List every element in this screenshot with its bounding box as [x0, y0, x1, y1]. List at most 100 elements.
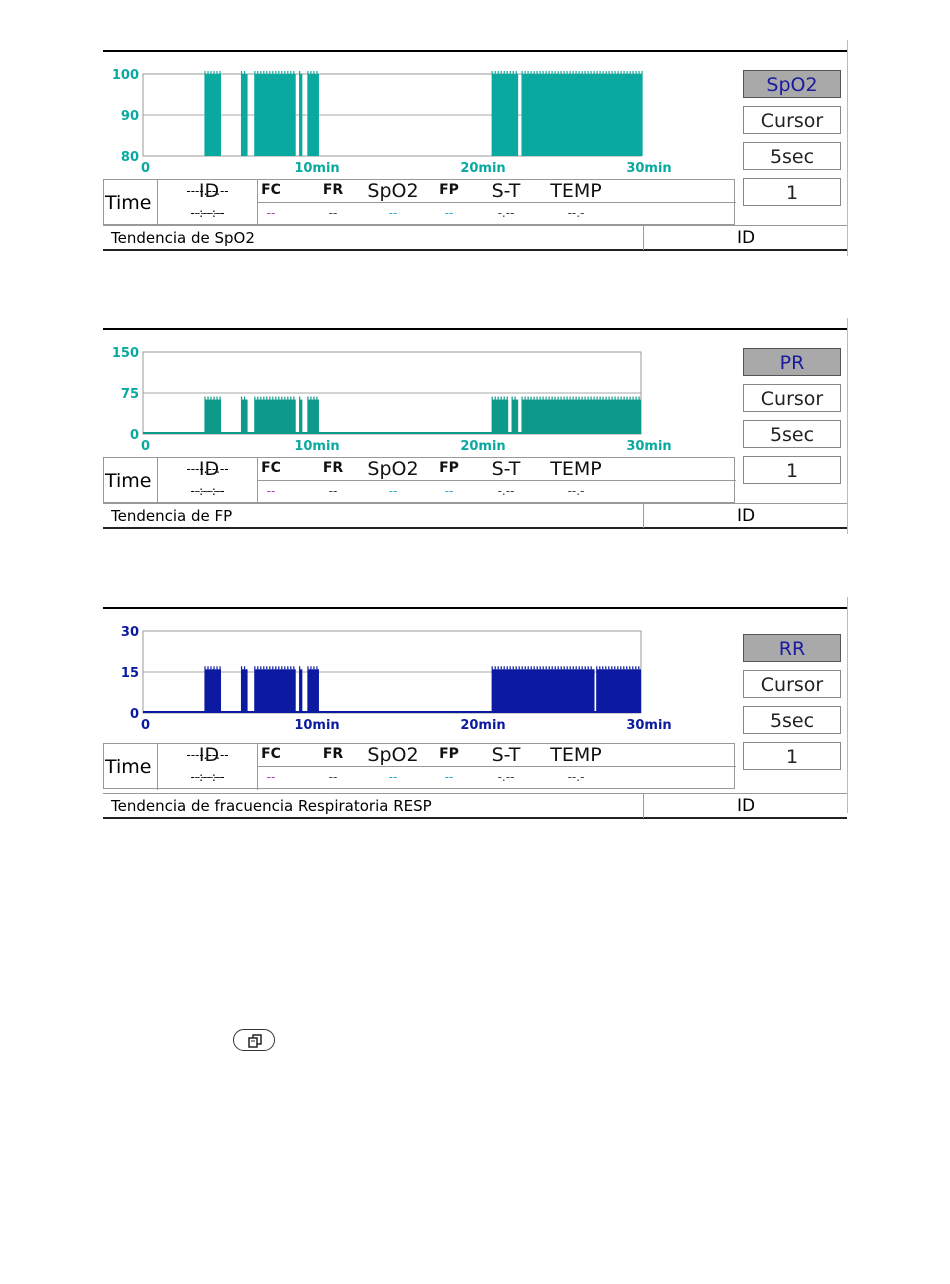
trend-spike [602, 666, 604, 670]
value-fr: -- [328, 206, 338, 220]
trend-spike [257, 666, 259, 670]
trend-spike [560, 71, 562, 74]
value-id: ------ [196, 206, 222, 220]
trend-spike [275, 396, 277, 400]
trend-chart: 30 15 0 0 10min 20min 30min [103, 617, 743, 737]
page-number-button[interactable]: 1 [743, 456, 841, 484]
trend-spike [566, 396, 568, 400]
header-divider [258, 480, 736, 481]
trend-spike [617, 666, 619, 670]
trend-spike [527, 71, 529, 74]
trend-spike [623, 396, 625, 400]
trend-spike [254, 396, 256, 400]
trend-spike [290, 666, 292, 670]
interval-button[interactable]: 5sec [743, 142, 841, 170]
trend-spike [611, 71, 613, 74]
id-label: ID [643, 504, 848, 528]
time-label: Time [104, 180, 158, 226]
trend-spike [240, 71, 243, 74]
trend-spike [275, 71, 277, 74]
trend-spike [626, 396, 628, 400]
trend-spike [290, 396, 292, 400]
trend-spike [593, 71, 595, 74]
y-tick-label: 15 [121, 666, 139, 681]
param-select-button[interactable]: PR [743, 348, 841, 376]
trend-spike [635, 666, 637, 670]
trend-spike [527, 666, 529, 670]
header-fp: FP [439, 746, 459, 762]
trend-spike [614, 71, 616, 74]
header-id: ID [198, 458, 220, 480]
trend-spike [521, 666, 523, 670]
trend-spike [213, 396, 215, 400]
trend-spike [240, 396, 243, 400]
trend-spike [620, 396, 622, 400]
trend-spike [554, 71, 556, 74]
trend-spike [563, 71, 565, 74]
cursor-button[interactable]: Cursor [743, 670, 841, 698]
trend-spike [307, 666, 309, 670]
trend-spike [605, 71, 607, 74]
trend-spike [539, 71, 541, 74]
header-divider [258, 766, 736, 767]
trend-spike [530, 71, 532, 74]
trend-spike [581, 71, 583, 74]
trend-spike [638, 396, 640, 400]
value-spo2: -- [388, 770, 398, 784]
trend-spike [554, 666, 556, 670]
page-number-button[interactable]: 1 [743, 742, 841, 770]
trend-spike [524, 71, 526, 74]
trend-spike [491, 396, 493, 400]
trend-spike [599, 71, 601, 74]
trend-spike [620, 666, 622, 670]
trend-spike [587, 71, 589, 74]
trend-spike [617, 396, 619, 400]
interval-button[interactable]: 5sec [743, 420, 841, 448]
trend-spike [530, 396, 532, 400]
trend-spike [263, 666, 265, 670]
date-value: ----.--.-- [186, 748, 229, 762]
trend-spike [626, 666, 628, 670]
trend-spike [536, 396, 538, 400]
trend-spike [551, 71, 553, 74]
trend-spike [638, 71, 640, 74]
trend-spike [213, 666, 215, 670]
trend-spike [266, 396, 268, 400]
trend-spike [284, 666, 286, 670]
window-restore-button[interactable] [233, 1029, 275, 1051]
id-label: ID [643, 794, 848, 818]
trend-spike [575, 71, 577, 74]
x-tick-label: 30min [626, 161, 671, 176]
panel-caption: Tendencia de SpO2 [111, 229, 255, 247]
trend-spike [575, 396, 577, 400]
trend-segment [240, 669, 248, 713]
info-table: Time ----.--.-- --:--:-- ID ------ FC -- FR -- Sp… [103, 743, 736, 790]
trend-spike [278, 71, 280, 74]
value-fc: -- [266, 484, 276, 498]
trend-spike [275, 666, 277, 670]
trend-spike [641, 71, 643, 74]
trend-spike [512, 71, 514, 74]
trend-chart-svg: 30 15 00 10min 20min 30min [121, 625, 672, 733]
trend-spike [542, 71, 544, 74]
param-select-button[interactable]: SpO2 [743, 70, 841, 98]
trend-spike [219, 71, 221, 74]
trend-spike [316, 71, 318, 74]
cursor-button[interactable]: Cursor [743, 106, 841, 134]
page-number-button[interactable]: 1 [743, 178, 841, 206]
trend-spike [557, 71, 559, 74]
trend-segment [491, 399, 509, 434]
cursor-button[interactable]: Cursor [743, 384, 841, 412]
param-select-button[interactable]: RR [743, 634, 841, 662]
trend-spike [204, 396, 206, 400]
panel-right-border [847, 40, 848, 256]
interval-button[interactable]: 5sec [743, 706, 841, 734]
panel-top-border [103, 607, 847, 609]
trend-spike [566, 71, 568, 74]
trend-spike [299, 71, 301, 74]
trend-spike [536, 71, 538, 74]
trend-segment [204, 74, 222, 156]
panel-top-border [103, 328, 847, 330]
trend-spike [511, 396, 513, 400]
trend-spike [281, 666, 283, 670]
